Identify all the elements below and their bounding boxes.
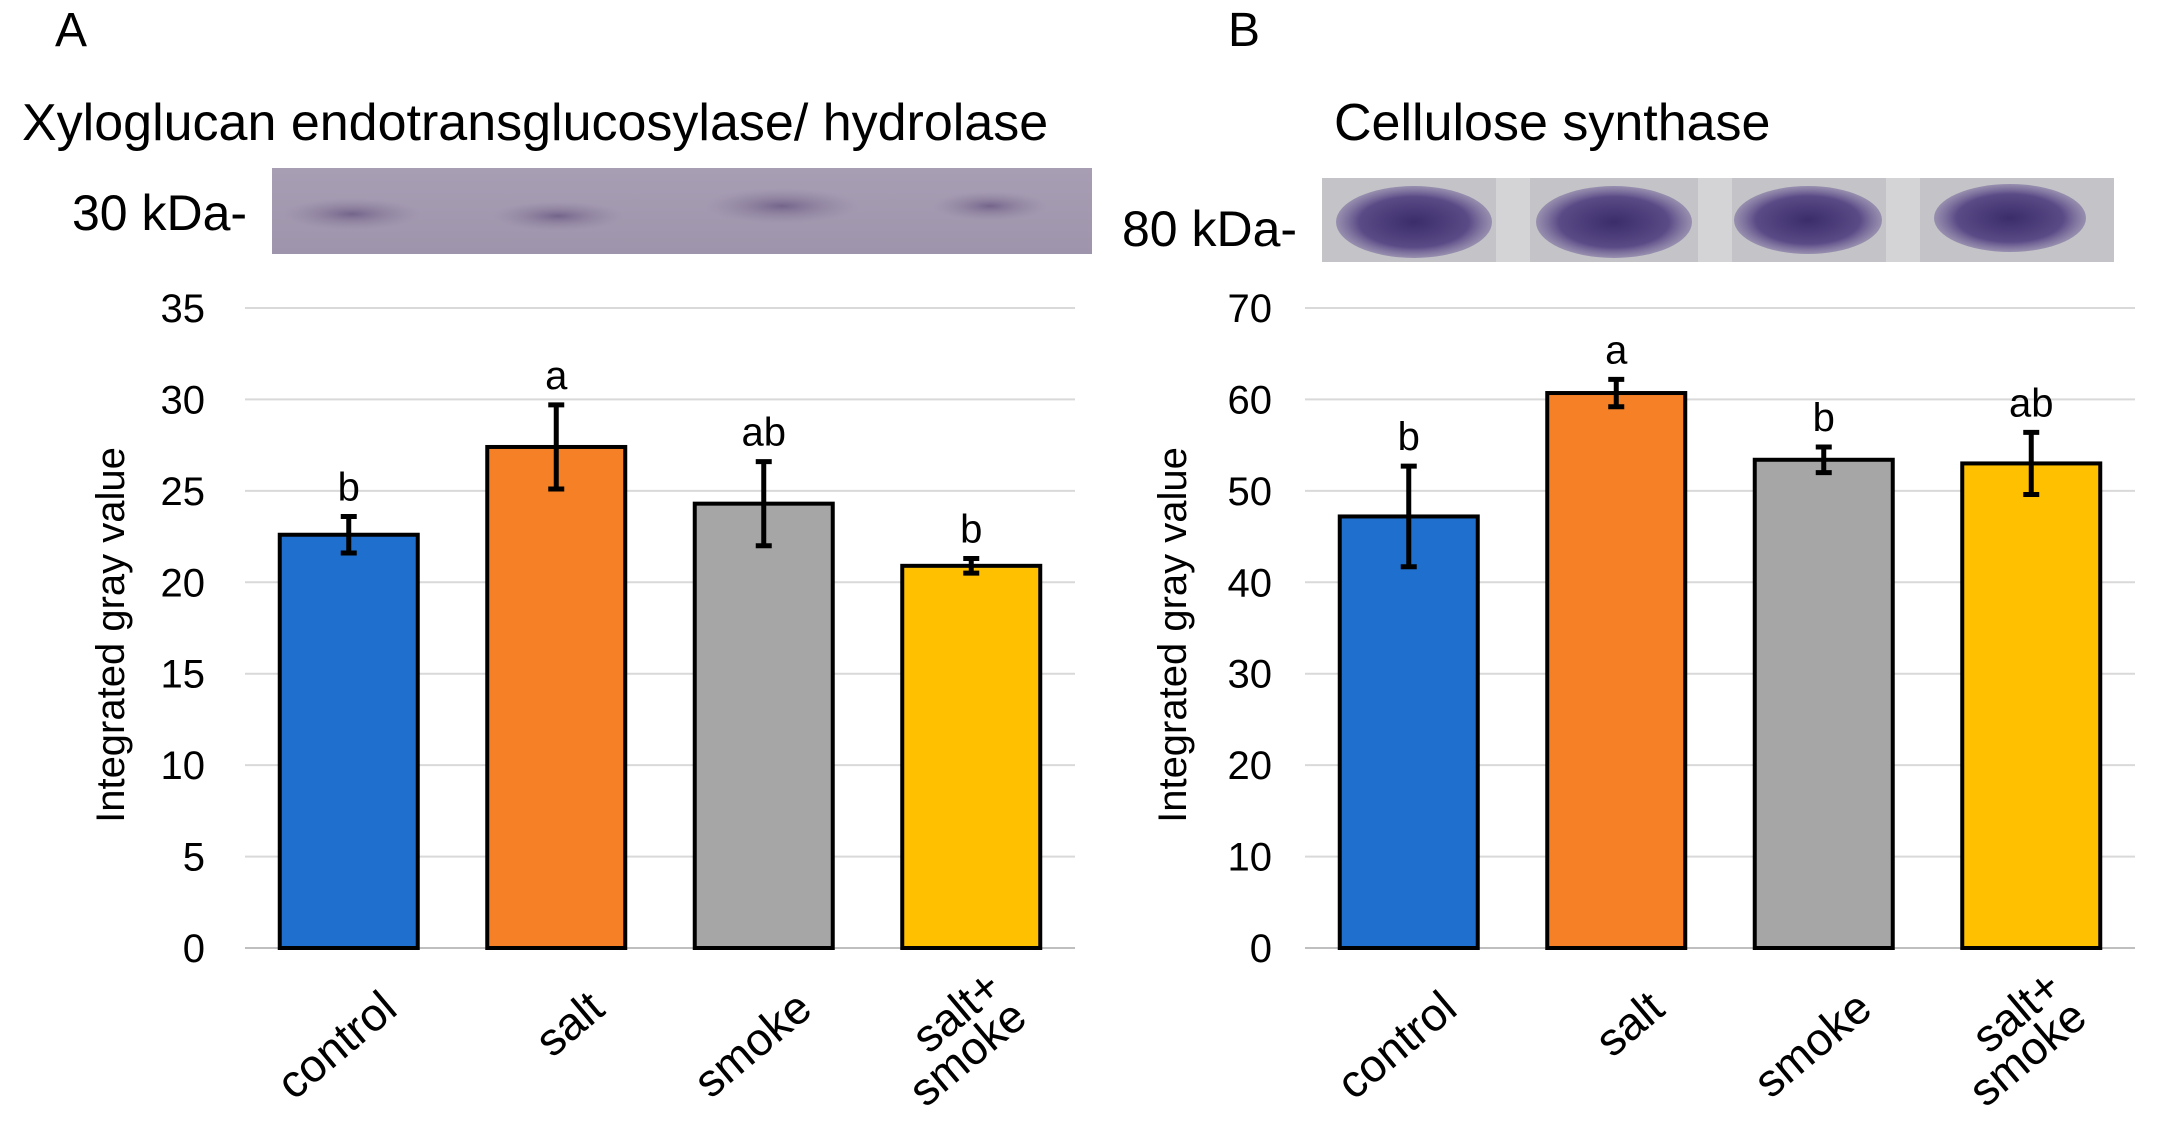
y-tick-label: 25 — [161, 470, 206, 514]
panel-a-letter: A — [55, 4, 87, 57]
x-tick-label-line: salt — [525, 980, 613, 1066]
significance-letter: b — [1398, 415, 1420, 459]
x-tick-label-line: control — [1327, 980, 1466, 1109]
panel-b-title: Cellulose synthase — [1334, 94, 1770, 152]
y-tick-label: 60 — [1228, 378, 1273, 422]
bar-control — [1337, 514, 1480, 950]
blot-a-size-label: 30 kDa- — [72, 185, 247, 241]
x-tick-label-line: control — [267, 980, 406, 1109]
x-tick-label: smoke — [684, 980, 821, 1107]
y-tick-label: 40 — [1228, 561, 1273, 605]
y-tick-label: 20 — [161, 561, 206, 605]
x-tick-label: control — [267, 980, 406, 1109]
bar-smoke — [1752, 457, 1895, 950]
x-tick-label-line: salt — [1585, 980, 1673, 1066]
plot-area-a: 0 5 10 15 20 25 30 35 b control a salt ab smoke b salt+… — [161, 287, 1075, 1116]
significance-letter: ab — [2009, 381, 2054, 425]
x-tick-label: salt — [1585, 980, 1673, 1066]
panel-b-letter: B — [1228, 4, 1260, 57]
y-tick-label: 50 — [1228, 470, 1273, 514]
plot-area-b: 0 10 20 30 40 50 60 70 b control a salt b smoke ab salt… — [1228, 287, 2135, 1116]
bar-salt — [1545, 391, 1688, 950]
blot-b-size-label: 80 kDa- — [1122, 201, 1297, 257]
y-tick-label: 5 — [183, 836, 205, 880]
bar-smoke — [692, 501, 835, 950]
western-blot-a — [272, 168, 1092, 254]
panel-a-title: Xyloglucan endotransglucosylase/ hydrola… — [22, 94, 1048, 152]
y-tick-label: 15 — [161, 653, 206, 697]
significance-letter: b — [1813, 396, 1835, 440]
bar-salt-smoke — [1960, 461, 2103, 950]
y-tick-label: 30 — [161, 378, 206, 422]
western-blot-b — [1322, 178, 2114, 262]
panel-b: B Cellulose synthase 80 kDa- Integrated … — [1122, 4, 2135, 1116]
x-tick-label: control — [1327, 980, 1466, 1109]
bar-control — [277, 532, 420, 950]
y-tick-label: 30 — [1228, 653, 1273, 697]
significance-letter: a — [545, 354, 568, 398]
x-tick-label: salt+smoke — [1933, 959, 2095, 1116]
y-tick-label: 20 — [1228, 744, 1273, 788]
bar-salt — [485, 444, 628, 950]
x-tick-label-line: smoke — [1744, 980, 1881, 1107]
significance-letter: b — [338, 465, 360, 509]
x-tick-label: salt+smoke — [873, 959, 1035, 1116]
significance-letter: b — [960, 508, 982, 552]
bar-salt-smoke — [900, 563, 1043, 950]
y-axis-label-b: Integrated gray value — [1151, 447, 1195, 823]
x-tick-label-line: smoke — [684, 980, 821, 1107]
y-tick-label: 70 — [1228, 287, 1273, 331]
y-tick-label: 0 — [1250, 927, 1272, 971]
significance-letter: a — [1605, 328, 1628, 372]
significance-letter: ab — [742, 411, 787, 455]
panel-a: A Xyloglucan endotransglucosylase/ hydro… — [22, 4, 1092, 1116]
y-tick-label: 10 — [1228, 836, 1273, 880]
x-tick-label: salt — [525, 980, 613, 1066]
y-tick-label: 35 — [161, 287, 206, 331]
y-axis-label-a: Integrated gray value — [89, 447, 133, 823]
x-tick-label: smoke — [1744, 980, 1881, 1107]
y-tick-label: 0 — [183, 927, 205, 971]
y-tick-label: 10 — [161, 744, 206, 788]
